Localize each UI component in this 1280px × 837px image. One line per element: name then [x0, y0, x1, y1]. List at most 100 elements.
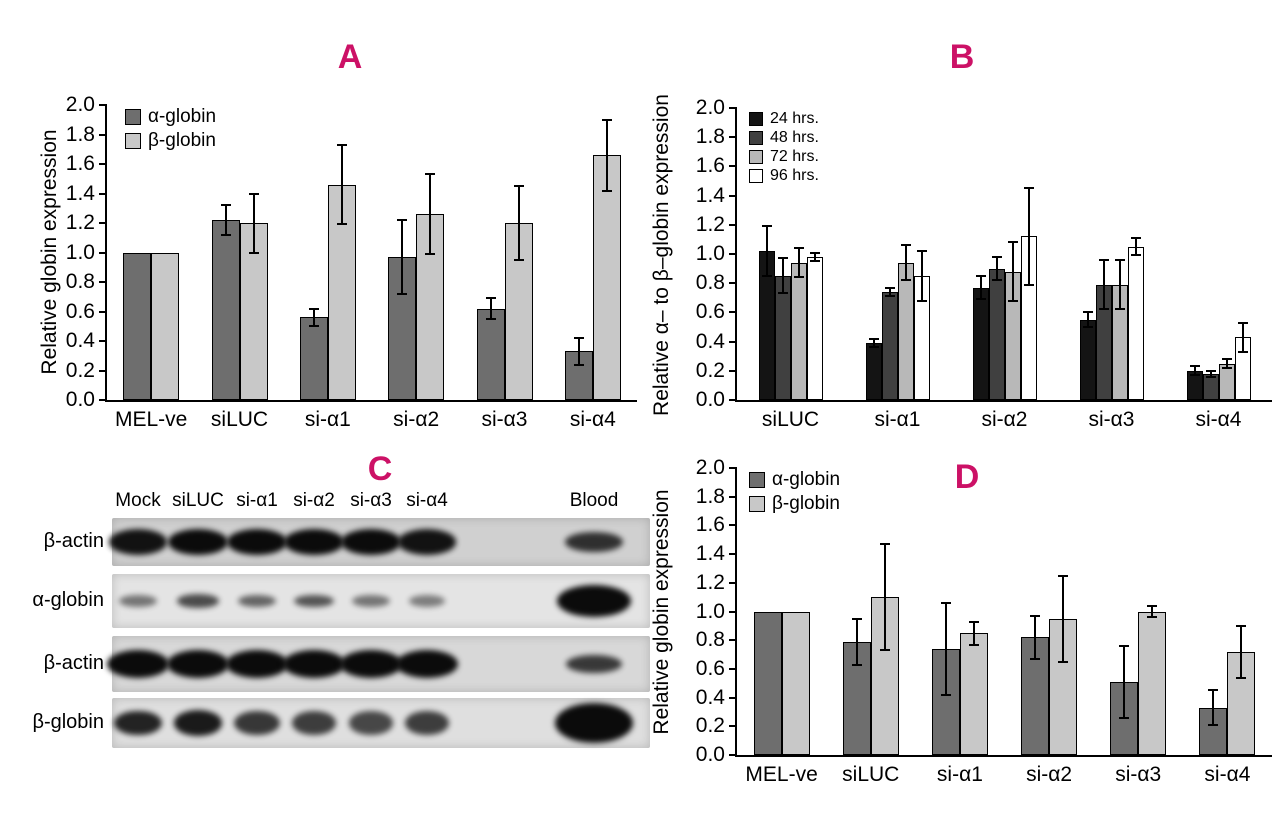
- blot-band: [396, 650, 458, 678]
- y-tick-mark: [99, 133, 107, 136]
- y-tick-label: 0.4: [695, 329, 725, 353]
- legend-swatch: [749, 496, 765, 513]
- error-bar-cap: [975, 298, 986, 301]
- error-bar-cap: [761, 225, 772, 228]
- error-bar-line: [340, 144, 343, 225]
- legend-label: 72 hrs.: [770, 148, 819, 165]
- error-bar-line: [1151, 605, 1154, 618]
- bar-a-series2: [592, 155, 621, 400]
- error-bar-line: [517, 186, 520, 260]
- error-bar-line: [883, 544, 886, 651]
- x-category-label: siLUC: [842, 763, 900, 786]
- error-bar-cap: [809, 251, 820, 254]
- chart-d-plot: 0.0 0.2 0.4 0.6 0.8 1.0 1.2 1.4 1.6 1.8 2.0 MEL-ve s…: [696, 456, 1272, 786]
- error-bar-cap: [968, 643, 979, 646]
- error-bar-cap: [397, 292, 408, 295]
- blot-row-label: β-actin: [43, 530, 104, 552]
- x-category-label: siLUC: [761, 408, 820, 431]
- y-tick-mark: [729, 253, 737, 255]
- error-bar-cap: [601, 189, 612, 192]
- blot-band: [234, 711, 280, 735]
- y-tick-label: 1.2: [695, 570, 725, 594]
- y-tick-label: 0.0: [695, 743, 725, 766]
- blot-lane-label: Blood: [569, 490, 619, 511]
- bar-d-series1: [931, 648, 960, 755]
- error-bar-cap: [1098, 258, 1109, 261]
- error-bar-cap: [916, 250, 927, 253]
- error-bar-cap: [916, 299, 927, 302]
- error-bar-cap: [485, 297, 496, 300]
- blot-lane-label: siLUC: [172, 490, 224, 511]
- blot-band: [566, 654, 622, 674]
- error-bar-cap: [884, 295, 895, 298]
- error-bar-line: [401, 220, 404, 294]
- error-bar-cap: [1189, 365, 1200, 368]
- error-bar-cap: [879, 649, 890, 652]
- legend-swatch: [749, 149, 763, 164]
- error-bar-cap: [513, 258, 524, 261]
- blot-band: [226, 650, 288, 678]
- error-bar-line: [797, 248, 800, 278]
- panel-a-letter: A: [337, 38, 363, 76]
- y-tick-mark: [729, 223, 737, 226]
- error-bar-line: [781, 258, 784, 294]
- x-category-label: MEL-ve: [745, 763, 818, 786]
- y-tick-mark: [729, 696, 737, 699]
- error-bar-line: [995, 256, 998, 281]
- legend-item: 24 hrs.: [749, 110, 819, 128]
- bar-a-series2: [239, 223, 268, 400]
- error-bar-cap: [1237, 350, 1248, 353]
- y-tick-mark: [729, 194, 737, 197]
- legend-swatch: [749, 130, 763, 145]
- y-tick-label: 0.2: [65, 358, 95, 382]
- x-category-label: si-α1: [304, 408, 351, 431]
- y-tick-mark: [729, 581, 737, 584]
- blot-strip: [112, 574, 650, 628]
- y-tick-mark: [99, 192, 107, 195]
- legend-item: α-globin: [749, 469, 841, 491]
- error-bar-line: [1123, 645, 1126, 718]
- legend-swatch: [749, 472, 765, 489]
- y-tick-label: 0.2: [695, 714, 725, 738]
- panel-c-letter: C: [367, 450, 393, 488]
- legend-item: 48 hrs.: [749, 129, 819, 147]
- legend-label: 24 hrs.: [770, 110, 819, 127]
- error-bar-cap: [1007, 241, 1018, 244]
- y-tick-mark: [99, 369, 107, 372]
- blot-row-label: α-globin: [32, 589, 104, 611]
- error-bar-line: [429, 174, 432, 254]
- y-tick-mark: [99, 310, 107, 313]
- error-bar-line: [577, 338, 580, 365]
- error-bar-line: [1011, 242, 1014, 301]
- error-bar-cap: [1058, 660, 1069, 663]
- error-bar-cap: [879, 543, 890, 546]
- error-bar-cap: [1058, 574, 1069, 577]
- y-tick-label: 0.6: [695, 656, 725, 680]
- error-bar-cap: [573, 337, 584, 340]
- error-bar-cap: [485, 317, 496, 320]
- error-bar-cap: [793, 276, 804, 279]
- error-bar-line: [489, 298, 492, 319]
- bar-d-series1: [1199, 707, 1228, 755]
- error-bar-cap: [1130, 254, 1141, 257]
- y-tick-mark: [99, 104, 107, 107]
- error-bar-line: [944, 602, 947, 695]
- panel-d-letter: D: [954, 458, 980, 496]
- y-tick-label: 2.0: [695, 96, 725, 119]
- x-category-label: si-α4: [1195, 408, 1242, 431]
- blot-band: [237, 594, 277, 608]
- error-bar-cap: [1098, 308, 1109, 311]
- blot-band: [284, 529, 344, 555]
- y-tick-mark: [99, 251, 107, 254]
- y-tick-label: 0.2: [695, 358, 725, 382]
- blot-lane-label: Mock: [115, 490, 161, 511]
- legend-label: α-globin: [772, 469, 841, 490]
- error-bar-line: [1118, 259, 1121, 310]
- error-bar-line: [1062, 575, 1065, 662]
- y-tick-label: 1.8: [695, 125, 725, 149]
- error-bar-line: [1086, 312, 1089, 327]
- error-bar-cap: [1205, 375, 1216, 378]
- y-tick-mark: [99, 340, 107, 342]
- y-tick-mark: [99, 163, 107, 165]
- y-tick-label: 1.2: [695, 212, 725, 236]
